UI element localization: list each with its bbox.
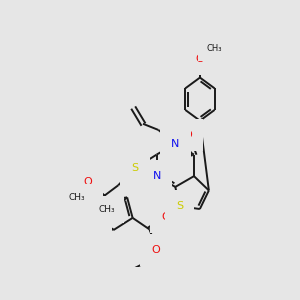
Text: H: H [94, 214, 101, 223]
Text: N: N [171, 139, 179, 149]
Text: S: S [93, 214, 100, 224]
Text: S: S [176, 201, 183, 211]
Text: N: N [152, 171, 161, 181]
Text: CH₃: CH₃ [99, 205, 116, 214]
Text: O: O [183, 130, 192, 140]
Text: CH₃: CH₃ [207, 44, 222, 53]
Text: CH₃: CH₃ [69, 193, 85, 202]
Text: O: O [196, 54, 204, 64]
Text: S: S [131, 164, 139, 173]
Text: O: O [83, 176, 92, 187]
Text: O: O [151, 245, 160, 255]
Text: N: N [86, 210, 94, 220]
Text: O: O [161, 212, 170, 222]
